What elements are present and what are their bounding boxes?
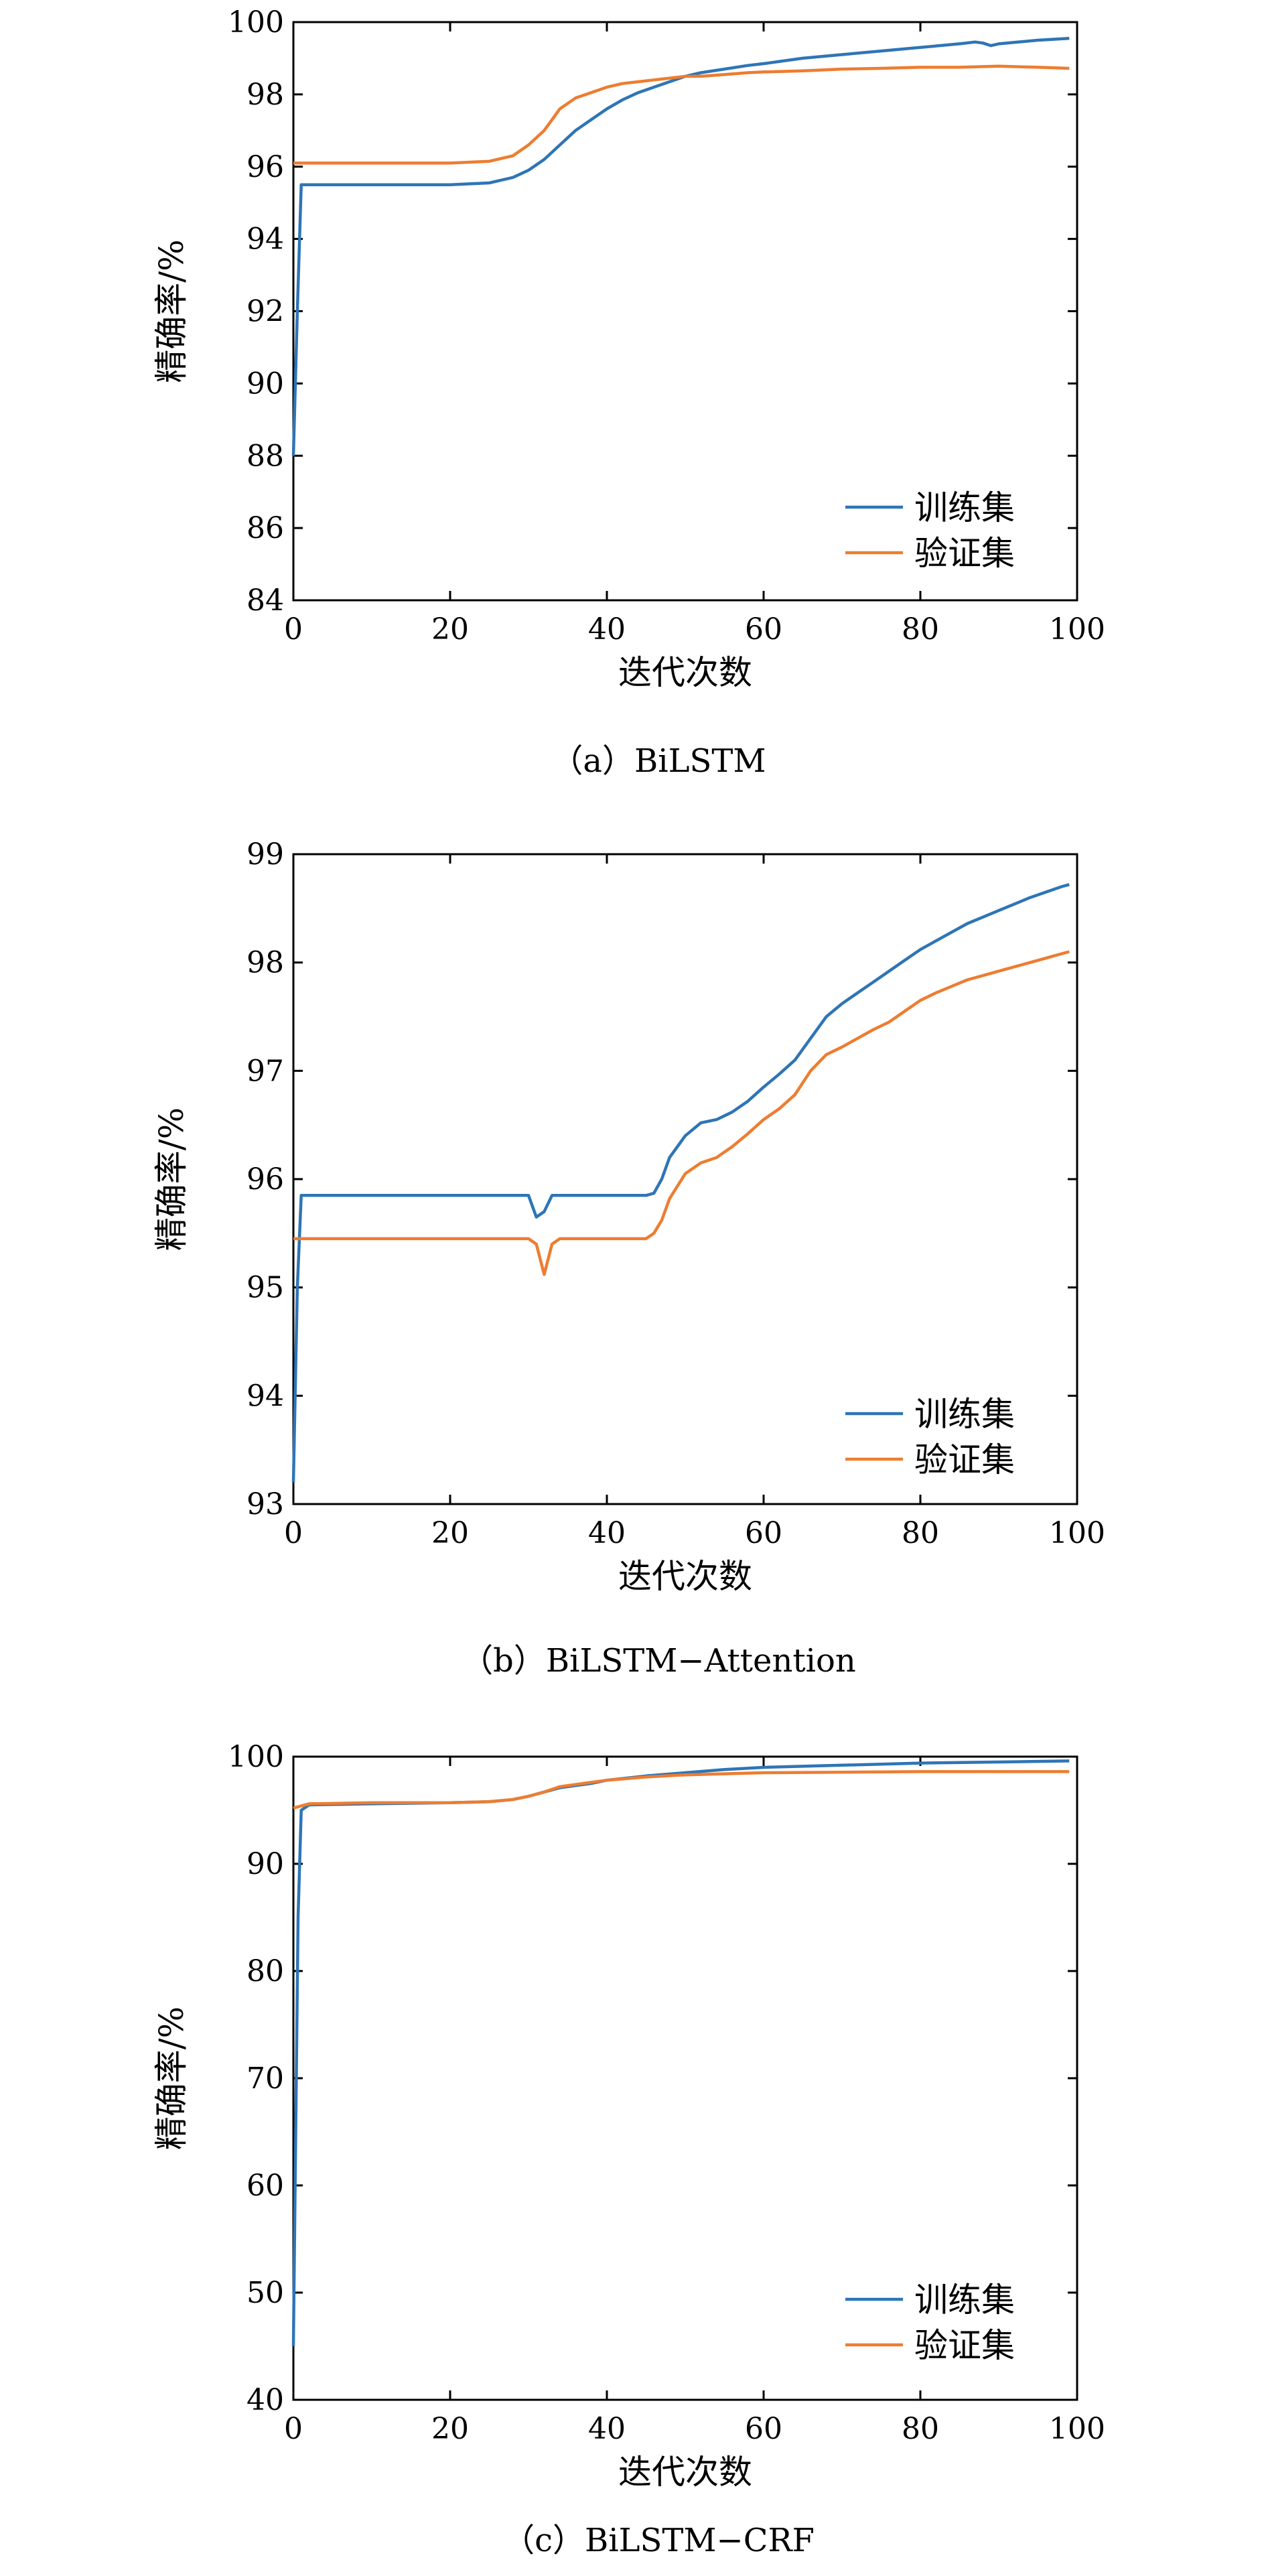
y-tick-label: 92 (247, 295, 284, 329)
y-tick-label: 96 (247, 1162, 284, 1197)
x-tick-label: 80 (902, 1516, 939, 1550)
x-tick-label: 80 (902, 2412, 939, 2446)
legend-label-1: 验证集 (914, 2326, 1015, 2365)
x-tick-label: 0 (284, 2412, 303, 2446)
x-tick-label: 0 (284, 612, 303, 647)
x-axis-label: 迭代次数 (618, 1557, 752, 1596)
series-line-1 (293, 64, 1070, 165)
y-tick-label: 98 (247, 78, 284, 112)
x-tick-label: 80 (902, 612, 939, 647)
chart-caption: （a）BiLSTM (551, 742, 766, 780)
y-tick-label: 86 (247, 511, 284, 545)
series-line-0 (291, 37, 1070, 456)
y-tick-label: 100 (228, 5, 284, 40)
y-tick-label: 94 (247, 222, 284, 257)
legend-label-0: 训练集 (914, 1395, 1015, 1434)
y-tick-label: 90 (247, 366, 284, 401)
series-line-0 (291, 1759, 1070, 2347)
x-axis-label: 迭代次数 (618, 653, 752, 692)
y-tick-label: 98 (247, 946, 284, 980)
y-tick-label: 84 (247, 584, 284, 618)
x-tick-label: 100 (1049, 1516, 1105, 1550)
x-tick-label: 60 (745, 612, 782, 647)
legend-label-0: 训练集 (914, 488, 1015, 527)
x-tick-label: 40 (588, 612, 626, 647)
legend-label-1: 验证集 (914, 1440, 1015, 1479)
x-tick-label: 40 (588, 1516, 626, 1550)
y-tick-label: 100 (228, 1740, 284, 1774)
y-tick-label: 90 (247, 1847, 284, 1881)
y-tick-label: 50 (247, 2276, 284, 2310)
legend-label-0: 训练集 (914, 2281, 1015, 2319)
y-tick-label: 94 (247, 1379, 284, 1413)
y-tick-label: 80 (247, 1954, 284, 1988)
series-line-1 (293, 950, 1070, 1276)
x-tick-label: 60 (745, 2412, 782, 2446)
chart-panel-1: 0 20 40 60 80 100 93 94 95 96 97 98 99 迭代次数 精确率/% 训练集验证… (152, 837, 1105, 1680)
y-tick-label: 88 (247, 439, 284, 473)
y-tick-label: 96 (247, 150, 284, 184)
y-tick-label: 99 (247, 837, 284, 872)
series-line-1 (293, 1770, 1070, 1810)
y-tick-label: 95 (247, 1271, 284, 1305)
y-tick-label: 97 (247, 1054, 284, 1088)
x-tick-label: 100 (1049, 2412, 1105, 2446)
y-tick-label: 93 (247, 1487, 284, 1521)
x-tick-label: 20 (431, 1516, 469, 1550)
legend-label-1: 验证集 (914, 534, 1015, 573)
chart-caption: （c）BiLSTM−CRF (502, 2522, 815, 2559)
y-tick-label: 40 (247, 2383, 284, 2417)
x-tick-label: 20 (431, 2412, 469, 2446)
chart-caption: （b）BiLSTM−Attention (461, 1642, 856, 1680)
y-axis-label: 精确率/% (152, 239, 191, 383)
y-axis-label: 精确率/% (152, 2007, 191, 2150)
y-tick-label: 60 (247, 2169, 284, 2203)
chart-panel-2: 0 20 40 60 80 100 40 50 60 70 80 90 100 迭代次数 精确率/% 训练集验… (152, 1740, 1105, 2559)
x-tick-label: 60 (745, 1516, 782, 1550)
x-tick-label: 40 (588, 2412, 626, 2446)
x-tick-label: 100 (1049, 612, 1105, 647)
y-axis-label: 精确率/% (152, 1107, 191, 1251)
x-tick-label: 20 (431, 612, 469, 647)
chart-panel-0: 0 20 40 60 80 100 84 86 88 90 92 94 96 98 100 迭代次数 精确率/%… (152, 5, 1105, 780)
y-tick-label: 70 (247, 2061, 284, 2096)
x-axis-label: 迭代次数 (618, 2453, 752, 2492)
x-tick-label: 0 (284, 1516, 303, 1550)
series-line-0 (291, 883, 1070, 1483)
